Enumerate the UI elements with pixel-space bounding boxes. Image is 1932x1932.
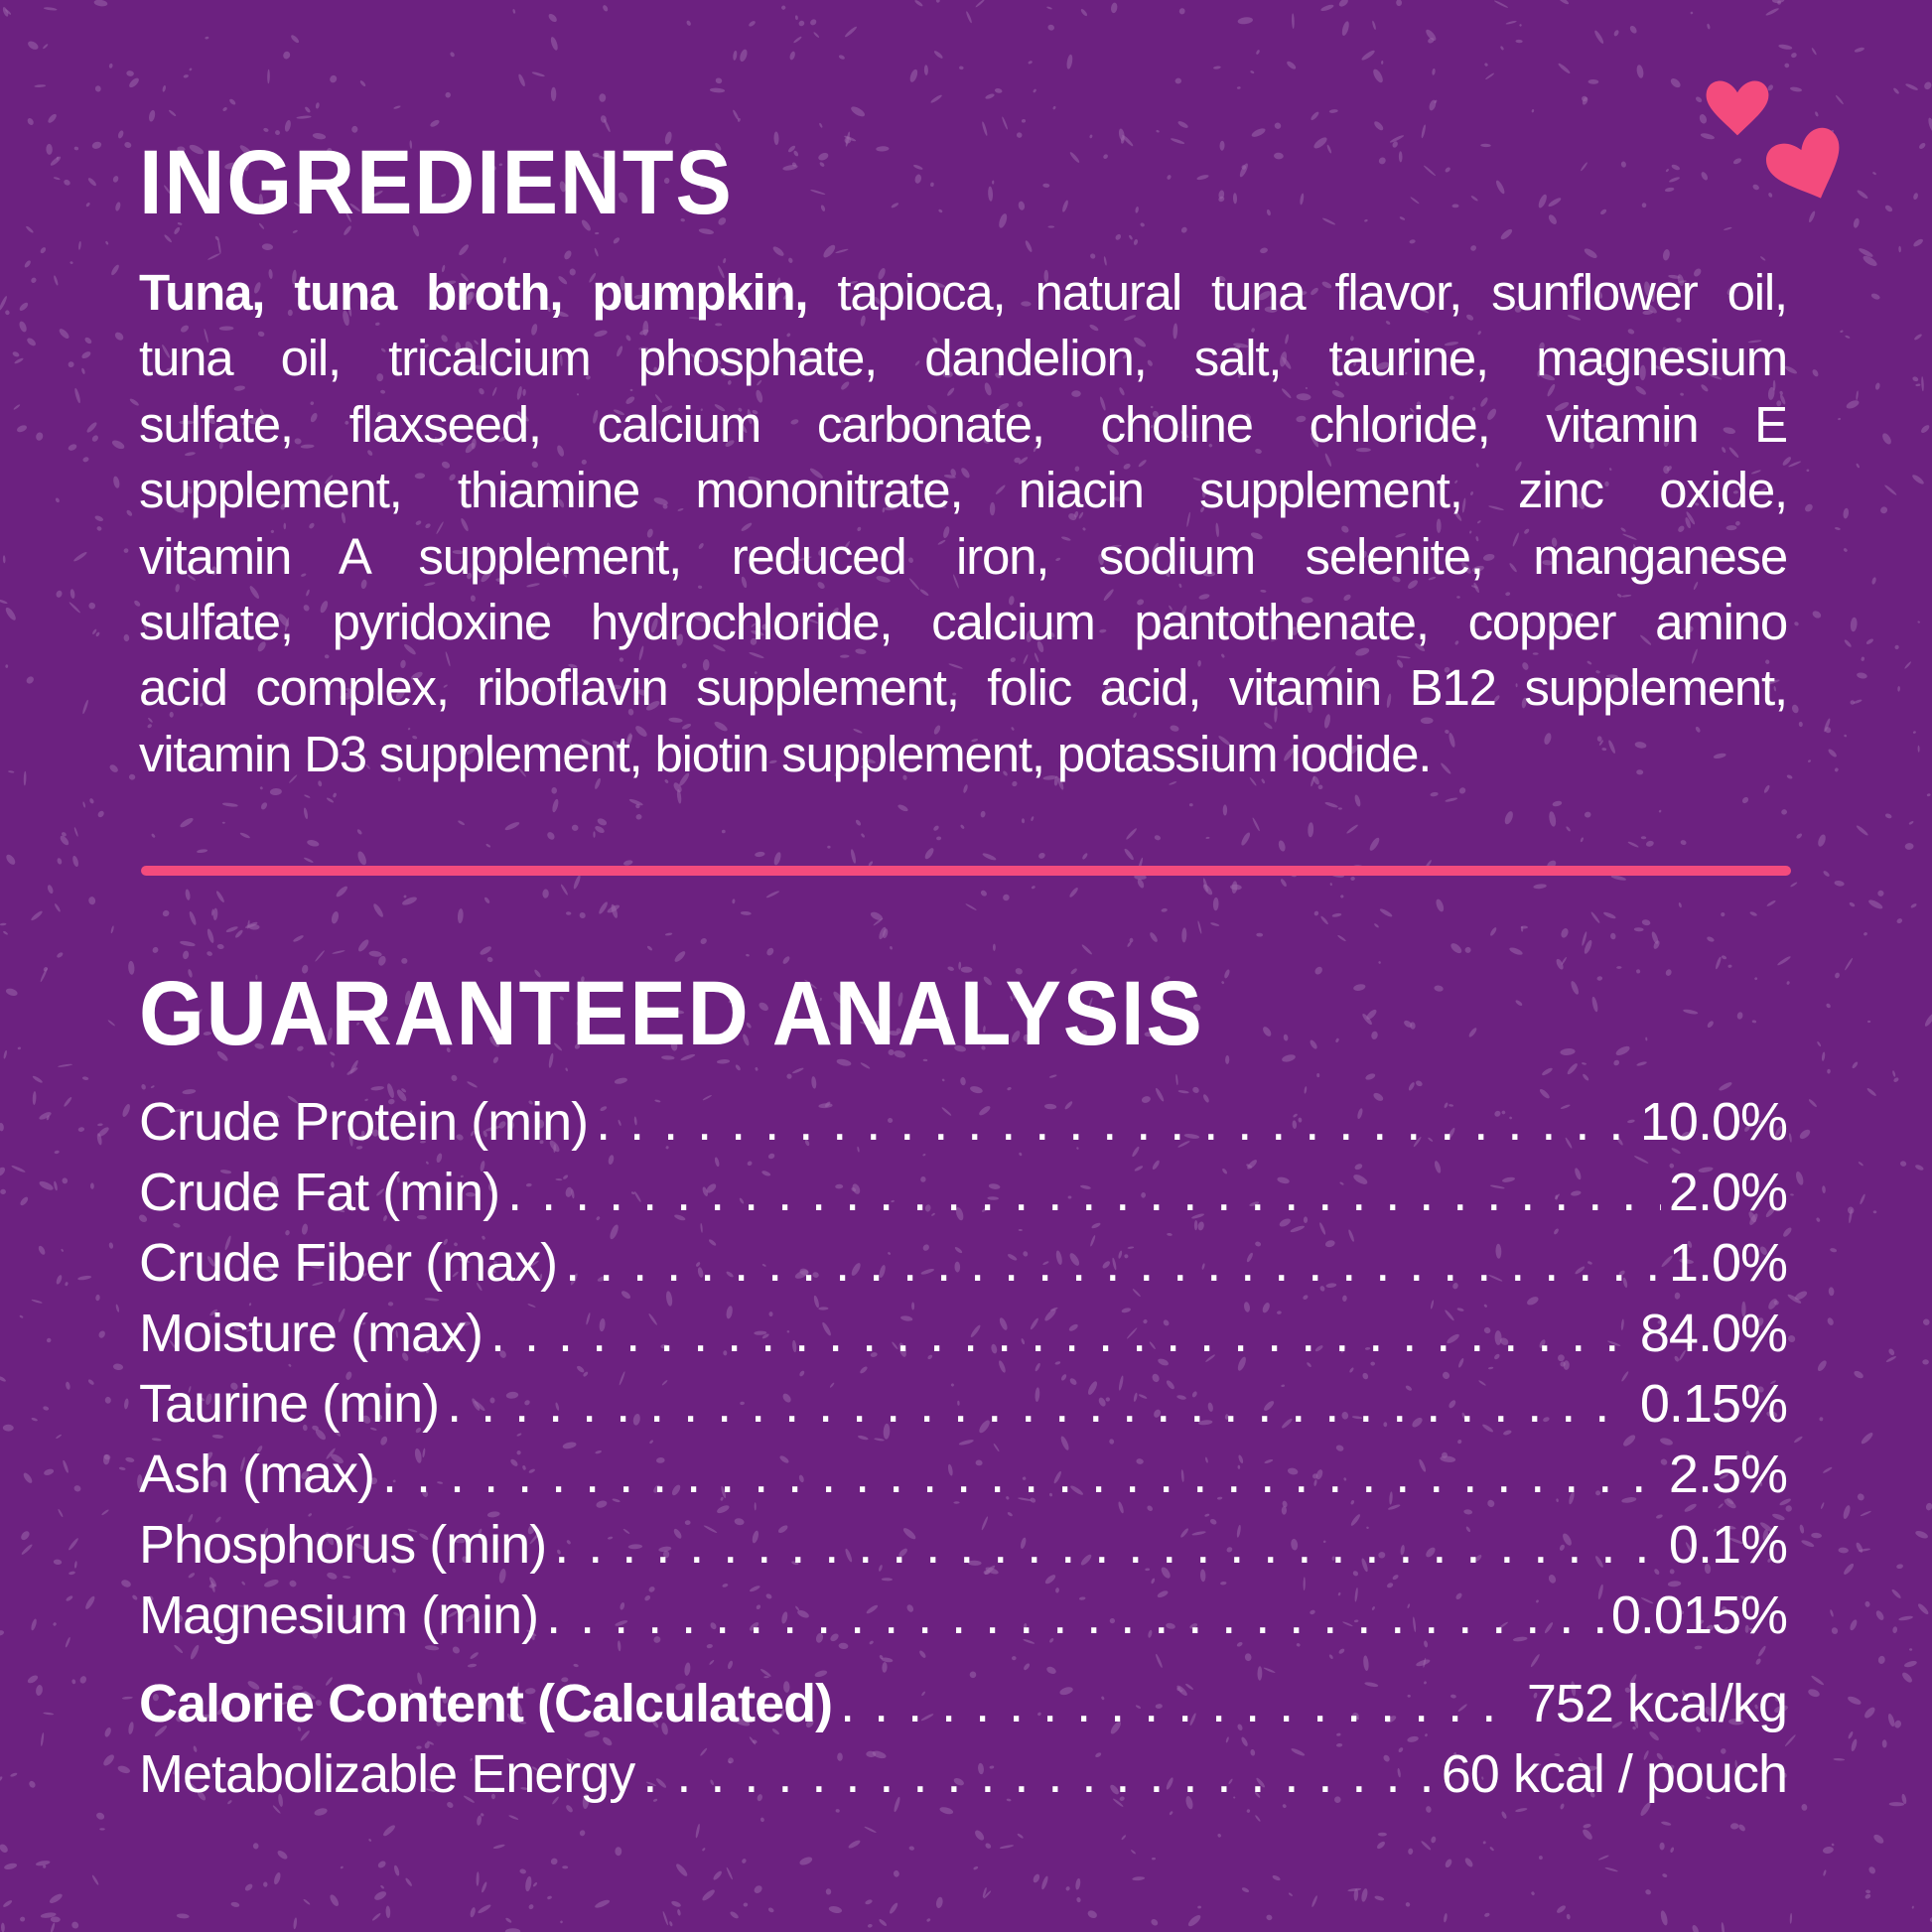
dot-leader (546, 1581, 1603, 1651)
dot-leader (642, 1739, 1433, 1810)
ingredients-text: tapioca, natural tuna flavor, sunflower … (807, 264, 1788, 321)
analysis-label: Crude Protein (min) (139, 1092, 589, 1152)
ingredients-line: vitamin A supplement, reduced iron, sodi… (139, 527, 1788, 585)
dot-leader (596, 1087, 1632, 1158)
analysis-value: 0.015% (1610, 1586, 1788, 1645)
analysis-label: Taurine (min) (139, 1374, 440, 1434)
ingredients-bold-lead: Tuna, tuna broth, pumpkin, (139, 264, 809, 321)
dot-leader (507, 1158, 1661, 1228)
analysis-label: Calorie Content (Calculated) (139, 1674, 833, 1733)
ingredients-line: supplement, thiamine mononitrate, niacin… (139, 462, 1788, 519)
analysis-label: Moisture (max) (139, 1304, 483, 1363)
heart-icon (1706, 80, 1769, 136)
analysis-row: Calorie Content (Calculated) 752 kcal/kg (139, 1669, 1788, 1739)
analysis-row: Crude Protein (min) 10.0% (139, 1087, 1788, 1158)
analysis-row: Magnesium (min) 0.015% (139, 1581, 1788, 1651)
analysis-row: Crude Fiber (max) 1.0% (139, 1228, 1788, 1299)
analysis-label: Metabolizable Energy (139, 1744, 635, 1804)
analysis-value: 84.0% (1639, 1304, 1788, 1363)
analysis-value: 0.1% (1668, 1515, 1788, 1575)
ingredients-line: Tuna, tuna broth, pumpkin, tapioca, natu… (139, 260, 1788, 326)
analysis-label: Crude Fiber (max) (139, 1233, 558, 1293)
ingredients-line: sulfate, pyridoxine hydrochloride, calci… (139, 593, 1788, 650)
ingredients-line: tuna oil, tricalcium phosphate, dandelio… (139, 330, 1788, 387)
dot-leader (382, 1440, 1661, 1510)
dot-leader (840, 1669, 1519, 1739)
analysis-label: Magnesium (min) (139, 1586, 539, 1645)
analysis-row: Ash (max) 2.5% (139, 1440, 1788, 1510)
analysis-table: Crude Protein (min) 10.0% Crude Fat (min) 2… (139, 1087, 1788, 1810)
analysis-label: Crude Fat (min) (139, 1163, 500, 1222)
analysis-value: 1.0% (1668, 1233, 1788, 1293)
analysis-row: Phosphorus (min) 0.1% (139, 1510, 1788, 1581)
ingredients-line: vitamin D3 supplement, biotin supplement… (139, 725, 1432, 782)
section-divider (141, 866, 1791, 876)
dot-leader (447, 1369, 1632, 1440)
analysis-row: Taurine (min) 0.15% (139, 1369, 1788, 1440)
analysis-row: Metabolizable Energy 60 kcal / pouch (139, 1739, 1788, 1810)
analysis-label: Ash (max) (139, 1445, 375, 1504)
guaranteed-analysis-heading: GUARANTEED ANALYSIS (139, 963, 1204, 1064)
analysis-value: 2.5% (1668, 1445, 1788, 1504)
analysis-label: Phosphorus (min) (139, 1515, 547, 1575)
heart-icon (1766, 127, 1840, 199)
dot-leader (490, 1299, 1632, 1369)
analysis-value: 2.0% (1668, 1163, 1788, 1222)
dot-leader (565, 1228, 1661, 1299)
dot-leader (554, 1510, 1661, 1581)
analysis-row: Moisture (max) 84.0% (139, 1299, 1788, 1369)
ingredients-list: Tuna, tuna broth, pumpkin, tapioca, natu… (139, 260, 1788, 787)
ingredients-heading: INGREDIENTS (139, 132, 734, 233)
analysis-value: 0.15% (1639, 1374, 1788, 1434)
ingredients-line: sulfate, flaxseed, calcium carbonate, ch… (139, 395, 1788, 453)
ingredients-line: acid complex, riboflavin supplement, fol… (139, 659, 1788, 717)
analysis-row: Crude Fat (min) 2.0% (139, 1158, 1788, 1228)
analysis-value: 752 kcal/kg (1526, 1674, 1788, 1733)
hearts-decoration (1706, 80, 1840, 199)
analysis-value: 10.0% (1639, 1092, 1788, 1152)
analysis-value: 60 kcal / pouch (1441, 1744, 1788, 1804)
